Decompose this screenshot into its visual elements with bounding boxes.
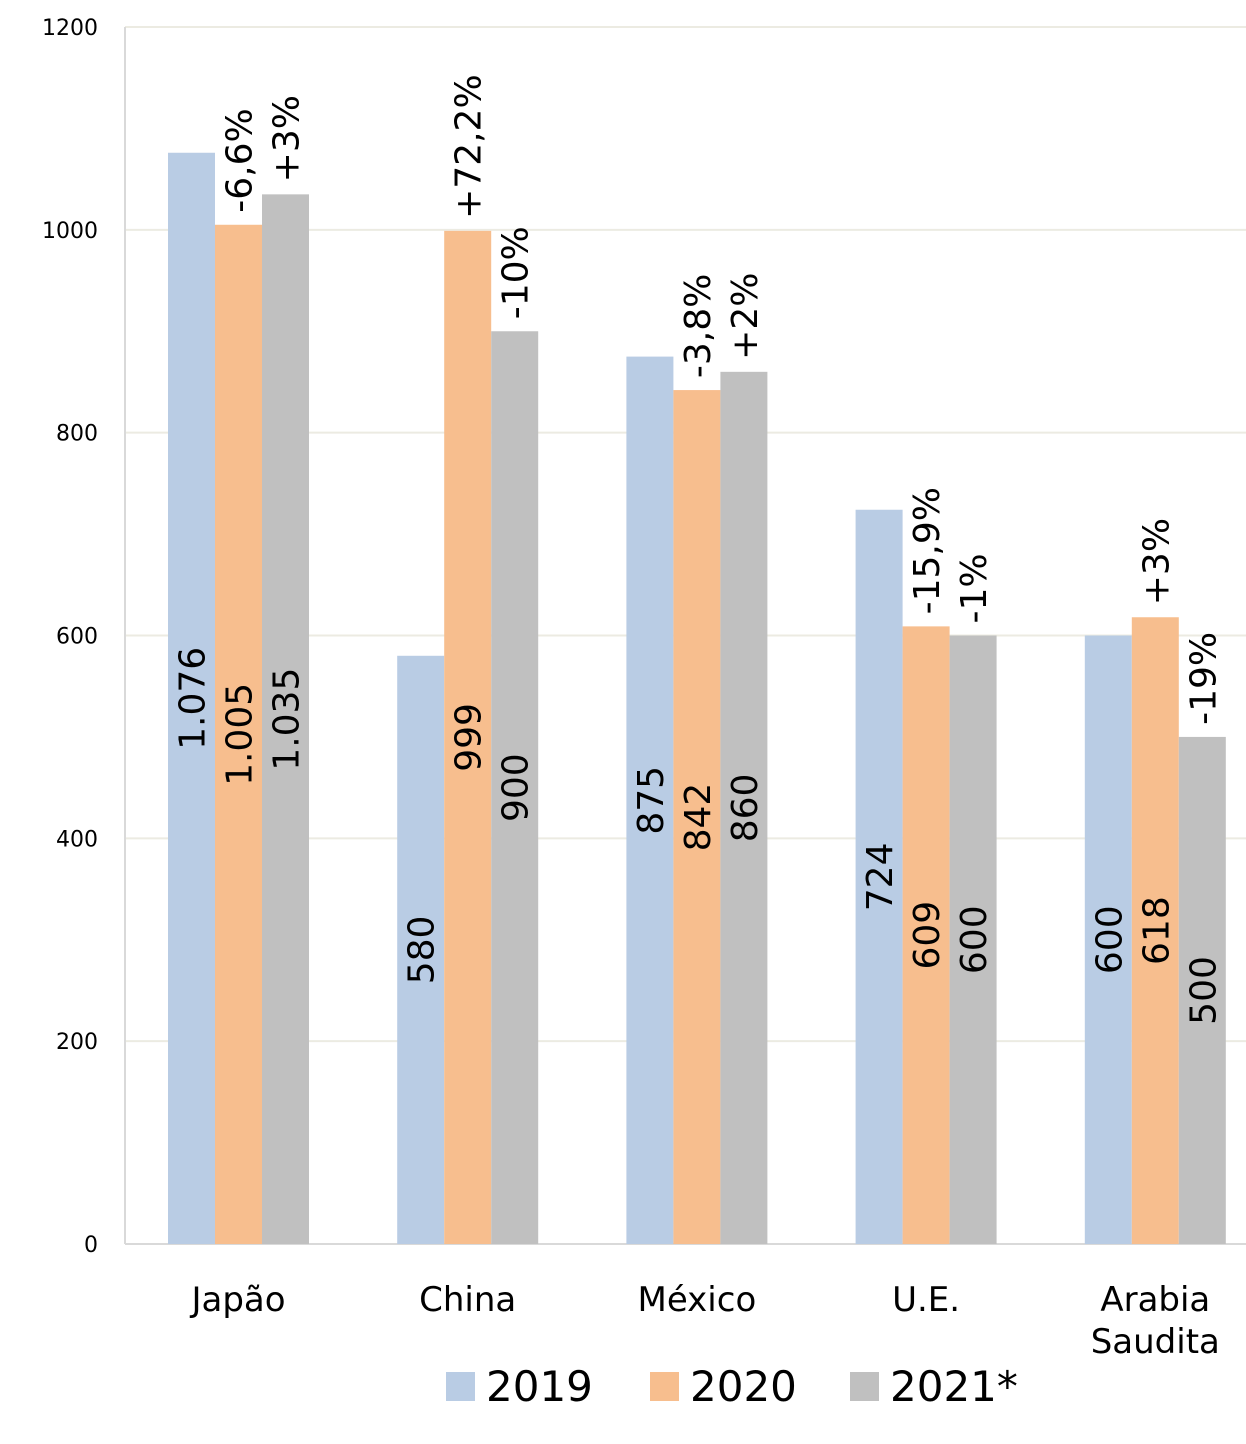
legend-swatch	[650, 1372, 679, 1401]
category-label: U.E.	[892, 1280, 960, 1320]
bars	[168, 152, 1226, 1245]
value-label: 580	[402, 916, 443, 985]
legend-swatch	[850, 1372, 879, 1401]
data-labels: 1.076 1.005 -6,6% 1.035 +3% 580 999 +72,2% 900 -1…	[173, 74, 1225, 1025]
bar-2020-2	[673, 390, 721, 1244]
change-label: +72,2%	[449, 74, 490, 219]
value-label: 600	[1089, 905, 1130, 974]
bar-2019-2	[626, 356, 674, 1245]
value-label: 860	[725, 774, 766, 843]
change-label: -15,9%	[907, 487, 948, 614]
change-label: +2%	[725, 273, 766, 360]
change-label: -6,6%	[220, 108, 261, 212]
change-label: -1%	[954, 553, 995, 623]
bar-2021-1	[491, 331, 539, 1244]
bar-2020-1	[444, 230, 492, 1244]
value-label: 724	[860, 843, 901, 912]
value-label: 875	[631, 766, 672, 835]
category-label: Japão	[189, 1280, 285, 1320]
legend-label: 2020	[690, 1362, 797, 1411]
value-label: 618	[1136, 896, 1177, 965]
legend-swatch	[446, 1372, 475, 1401]
change-label: -10%	[496, 226, 537, 319]
category-label: Saudita	[1091, 1322, 1220, 1362]
y-tick-label: 1000	[42, 219, 98, 244]
value-label: 609	[907, 901, 948, 970]
value-label: 1.076	[173, 647, 214, 750]
y-tick-label: 800	[56, 422, 98, 447]
bar-2019-3	[855, 509, 903, 1244]
value-label: 600	[954, 905, 995, 974]
bar-2019-4	[1084, 635, 1132, 1244]
value-label: 500	[1183, 956, 1224, 1025]
axes: 0 200 400 600 800 1000 1200	[42, 16, 1246, 1258]
bar-2021-3	[949, 635, 997, 1244]
value-label: 842	[678, 783, 719, 852]
legend-label: 2019	[486, 1362, 593, 1411]
category-label: China	[419, 1280, 516, 1320]
bar-2020-4	[1131, 617, 1179, 1244]
y-tick-label: 200	[56, 1030, 98, 1055]
change-label: -3,8%	[678, 274, 719, 378]
value-label: 1.035	[267, 668, 308, 771]
change-label: +3%	[1136, 518, 1177, 605]
bar-2020-0	[215, 224, 262, 1244]
bar-2021-2	[720, 371, 768, 1245]
category-label: México	[638, 1280, 757, 1320]
bar-2021-4	[1178, 736, 1226, 1244]
y-tick-label: 400	[56, 827, 98, 852]
category-label: Arabia	[1100, 1280, 1210, 1320]
value-label: 999	[449, 703, 490, 772]
change-label: +3%	[267, 95, 308, 182]
legend: 2019 2020 2021*	[446, 1362, 1018, 1411]
change-label: -19%	[1183, 632, 1224, 725]
bar-2019-1	[397, 655, 445, 1244]
y-tick-label: 1200	[42, 16, 98, 41]
bar-2020-3	[902, 626, 950, 1244]
bar-2021-0	[262, 194, 309, 1244]
value-label: 900	[496, 753, 537, 822]
legend-label: 2021*	[890, 1362, 1018, 1411]
value-label: 1.005	[220, 683, 261, 786]
y-tick-label: 600	[56, 625, 98, 650]
y-tick-label: 0	[84, 1233, 98, 1258]
bar-2019-0	[168, 152, 215, 1244]
